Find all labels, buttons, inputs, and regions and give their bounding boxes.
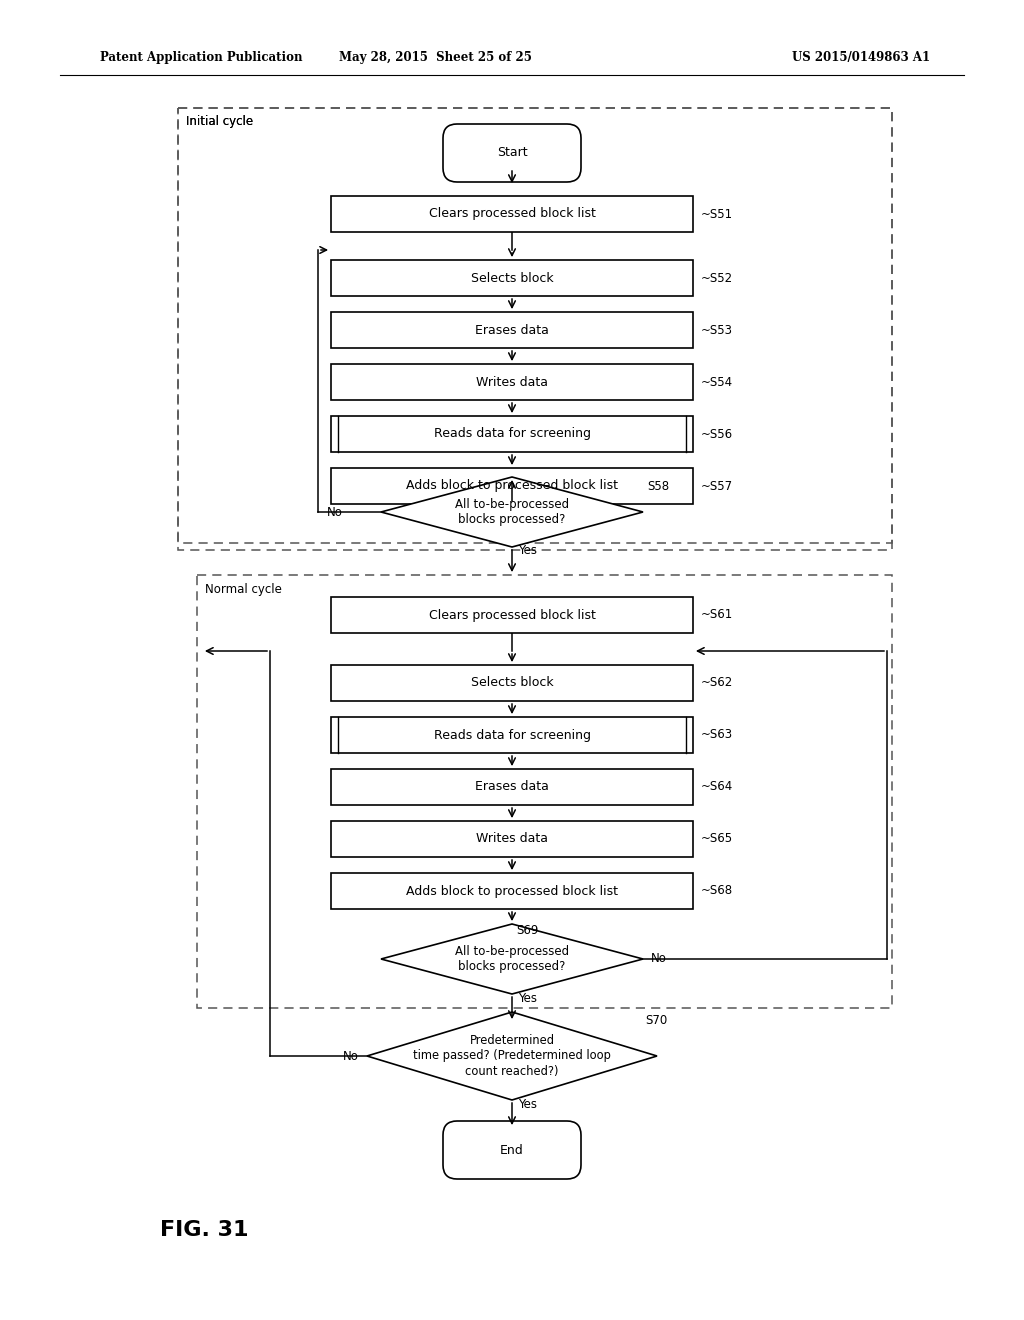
Text: ~S53: ~S53 xyxy=(701,323,733,337)
Text: Normal cycle: Normal cycle xyxy=(205,582,282,595)
Text: FIG. 31: FIG. 31 xyxy=(160,1220,249,1239)
Text: S58: S58 xyxy=(647,479,669,492)
Text: ~S51: ~S51 xyxy=(701,207,733,220)
Text: End: End xyxy=(500,1143,524,1156)
FancyBboxPatch shape xyxy=(331,469,693,504)
Text: Erases data: Erases data xyxy=(475,780,549,793)
Polygon shape xyxy=(381,924,643,994)
Polygon shape xyxy=(381,477,643,546)
Text: ~S65: ~S65 xyxy=(701,833,733,846)
Text: Start: Start xyxy=(497,147,527,160)
FancyBboxPatch shape xyxy=(443,124,581,182)
Text: ~S61: ~S61 xyxy=(701,609,733,622)
Text: ~S63: ~S63 xyxy=(701,729,733,742)
Text: US 2015/0149863 A1: US 2015/0149863 A1 xyxy=(792,51,930,65)
Text: No: No xyxy=(651,953,667,965)
FancyBboxPatch shape xyxy=(331,364,693,400)
Text: ~S52: ~S52 xyxy=(701,272,733,285)
Text: ~S68: ~S68 xyxy=(701,884,733,898)
FancyBboxPatch shape xyxy=(331,665,693,701)
Text: Reads data for screening: Reads data for screening xyxy=(433,428,591,441)
Text: No: No xyxy=(327,506,343,519)
Text: ~S56: ~S56 xyxy=(701,428,733,441)
FancyBboxPatch shape xyxy=(331,195,693,232)
FancyBboxPatch shape xyxy=(331,416,693,451)
Text: May 28, 2015  Sheet 25 of 25: May 28, 2015 Sheet 25 of 25 xyxy=(339,51,531,65)
Text: All to-be-processed
blocks processed?: All to-be-processed blocks processed? xyxy=(455,498,569,525)
Text: S70: S70 xyxy=(645,1014,668,1027)
Text: Initial cycle: Initial cycle xyxy=(186,116,253,128)
Text: ~S64: ~S64 xyxy=(701,780,733,793)
FancyBboxPatch shape xyxy=(443,1121,581,1179)
FancyBboxPatch shape xyxy=(331,821,693,857)
FancyBboxPatch shape xyxy=(331,717,693,752)
FancyBboxPatch shape xyxy=(331,597,693,634)
FancyBboxPatch shape xyxy=(331,770,693,805)
Polygon shape xyxy=(367,1012,657,1100)
Text: Selects block: Selects block xyxy=(471,676,553,689)
Text: Patent Application Publication: Patent Application Publication xyxy=(100,51,302,65)
Text: Adds block to processed block list: Adds block to processed block list xyxy=(406,884,618,898)
FancyBboxPatch shape xyxy=(331,312,693,348)
Text: Predetermined
time passed? (Predetermined loop
count reached?): Predetermined time passed? (Predetermine… xyxy=(413,1035,611,1077)
Text: Yes: Yes xyxy=(518,1097,537,1110)
Text: Clears processed block list: Clears processed block list xyxy=(429,207,595,220)
Text: Yes: Yes xyxy=(518,544,537,557)
Text: Reads data for screening: Reads data for screening xyxy=(433,729,591,742)
Text: Writes data: Writes data xyxy=(476,375,548,388)
Text: Clears processed block list: Clears processed block list xyxy=(429,609,595,622)
Text: All to-be-processed
blocks processed?: All to-be-processed blocks processed? xyxy=(455,945,569,973)
Text: Erases data: Erases data xyxy=(475,323,549,337)
Text: Adds block to processed block list: Adds block to processed block list xyxy=(406,479,618,492)
Text: Selects block: Selects block xyxy=(471,272,553,285)
FancyBboxPatch shape xyxy=(331,260,693,296)
Text: S69: S69 xyxy=(516,924,539,937)
Text: No: No xyxy=(343,1049,359,1063)
Text: Yes: Yes xyxy=(518,991,537,1005)
Text: ~S62: ~S62 xyxy=(701,676,733,689)
Text: ~S54: ~S54 xyxy=(701,375,733,388)
Text: Initial cycle: Initial cycle xyxy=(186,116,253,128)
Text: Writes data: Writes data xyxy=(476,833,548,846)
Text: ~S57: ~S57 xyxy=(701,479,733,492)
FancyBboxPatch shape xyxy=(331,873,693,909)
